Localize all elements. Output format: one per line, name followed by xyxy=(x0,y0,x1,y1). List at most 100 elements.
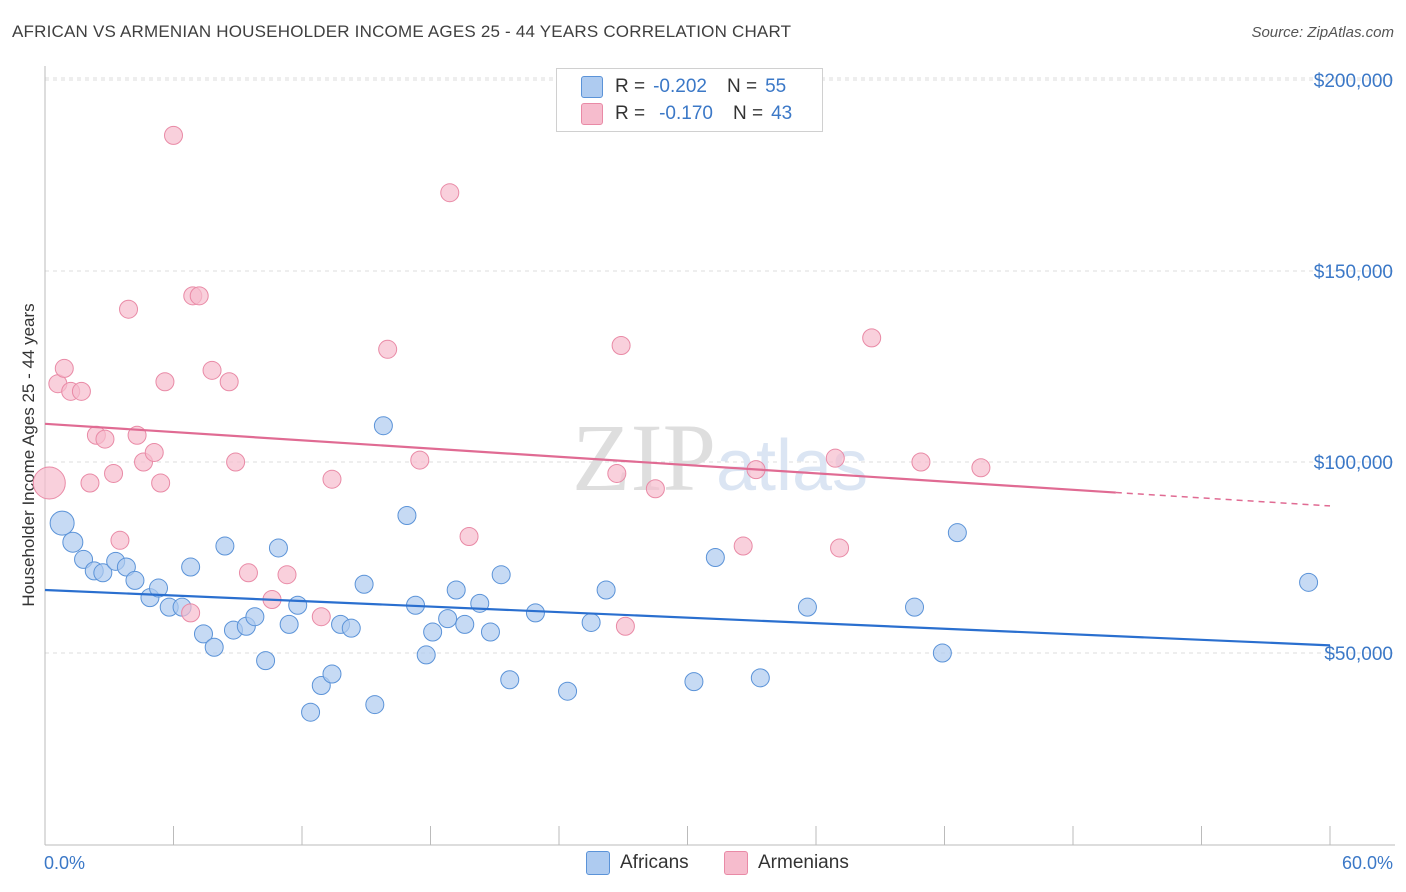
point-africans xyxy=(62,531,84,553)
point-armenians xyxy=(911,452,931,472)
point-armenians xyxy=(238,563,258,583)
point-armenians xyxy=(862,328,882,348)
point-armenians xyxy=(830,538,850,558)
point-africans xyxy=(947,523,967,543)
point-africans xyxy=(365,695,385,715)
point-armenians xyxy=(219,372,239,392)
point-armenians xyxy=(459,526,479,546)
y-axis-title: Householder Income Ages 25 - 44 years xyxy=(19,303,38,606)
point-africans xyxy=(245,607,265,627)
legend-r-value: -0.170 xyxy=(659,103,713,124)
point-africans xyxy=(288,595,308,615)
point-africans xyxy=(149,578,169,598)
legend-n-value: 43 xyxy=(771,103,793,124)
point-africans xyxy=(354,574,374,594)
x-tick-label-max: 60.0% xyxy=(1342,853,1393,873)
y-tick-label: $100,000 xyxy=(1314,453,1393,474)
point-africans xyxy=(581,612,601,632)
point-africans xyxy=(438,609,458,629)
legend-row-africans: R = -0.202 N = 55 xyxy=(581,75,786,99)
point-armenians xyxy=(611,335,631,355)
point-africans xyxy=(423,622,443,642)
point-armenians xyxy=(71,381,91,401)
point-armenians xyxy=(54,358,74,378)
point-armenians xyxy=(733,536,753,556)
point-armenians xyxy=(144,442,164,462)
legend-row-armenians: R = -0.170 N = 43 xyxy=(581,102,792,126)
legend-n-label: N = xyxy=(726,76,758,97)
legend-r-label: R = xyxy=(615,76,646,97)
point-africans xyxy=(684,672,704,692)
chart-title: AFRICAN VS ARMENIAN HOUSEHOLDER INCOME A… xyxy=(12,22,792,41)
point-africans xyxy=(268,538,288,558)
point-africans xyxy=(116,557,136,577)
point-armenians xyxy=(80,473,100,493)
y-tick-label: $50,000 xyxy=(1324,644,1393,665)
point-africans xyxy=(204,637,224,657)
point-armenians xyxy=(410,450,430,470)
point-africans xyxy=(750,668,770,688)
legend-r-label: R = xyxy=(615,103,646,124)
point-armenians xyxy=(104,463,124,483)
bottom-legend-armenians: Armenians xyxy=(724,851,849,875)
point-armenians xyxy=(189,286,209,306)
point-armenians xyxy=(971,458,991,478)
point-armenians xyxy=(32,466,66,500)
point-africans xyxy=(705,548,725,567)
source-note: Source: ZipAtlas.com xyxy=(1251,24,1394,41)
legend-r-value: -0.202 xyxy=(653,76,707,97)
point-africans xyxy=(558,681,578,701)
legend-swatch-africans xyxy=(581,76,603,98)
point-armenians xyxy=(322,469,342,489)
point-africans xyxy=(491,565,511,585)
x-tick-label-min: 0.0% xyxy=(44,853,85,873)
point-africans xyxy=(596,580,616,600)
point-africans xyxy=(446,580,466,600)
bottom-legend-africans: Africans xyxy=(586,851,689,875)
bottom-legend-swatch-africans xyxy=(586,851,610,875)
point-africans xyxy=(279,614,299,634)
point-armenians xyxy=(615,616,635,636)
point-armenians xyxy=(119,299,139,319)
point-armenians xyxy=(202,360,222,380)
trend-line-extension-armenians xyxy=(1115,491,1331,507)
legend-n-value: 55 xyxy=(765,76,787,97)
point-africans xyxy=(480,622,500,642)
point-africans xyxy=(932,643,952,663)
y-tick-label: $150,000 xyxy=(1314,262,1393,283)
trend-line-armenians xyxy=(44,422,1116,494)
trend-line-africans xyxy=(44,588,1331,647)
y-tick-label: $200,000 xyxy=(1314,71,1393,92)
point-armenians xyxy=(607,463,627,483)
bottom-legend-label-armenians: Armenians xyxy=(758,852,849,873)
point-armenians xyxy=(164,125,183,145)
watermark-atlas: atlas xyxy=(716,426,868,506)
point-armenians xyxy=(440,183,460,203)
legend-n-label: N = xyxy=(732,103,764,124)
point-africans xyxy=(193,624,213,644)
watermark: ZIPatlas xyxy=(572,404,868,511)
point-armenians xyxy=(277,565,297,585)
point-armenians xyxy=(311,607,331,627)
point-africans xyxy=(215,536,235,556)
point-armenians xyxy=(226,452,246,472)
legend-swatch-armenians xyxy=(581,103,603,125)
point-africans xyxy=(905,597,925,617)
bottom-legend-swatch-armenians xyxy=(724,851,748,875)
point-africans xyxy=(416,645,436,665)
point-armenians xyxy=(825,448,845,468)
point-africans xyxy=(455,614,475,634)
point-africans xyxy=(93,563,113,583)
point-africans xyxy=(500,670,520,690)
point-africans xyxy=(397,505,417,525)
point-armenians xyxy=(110,530,130,550)
watermark-zip: ZIP xyxy=(572,404,716,511)
point-africans xyxy=(256,651,276,671)
point-armenians xyxy=(95,429,115,449)
point-africans xyxy=(125,570,145,590)
point-africans xyxy=(373,416,393,436)
point-africans xyxy=(797,597,817,617)
point-africans xyxy=(1299,572,1319,592)
stats-legend: R = -0.202 N = 55 R = -0.170 N = 43 xyxy=(556,68,823,132)
point-armenians xyxy=(155,372,175,392)
